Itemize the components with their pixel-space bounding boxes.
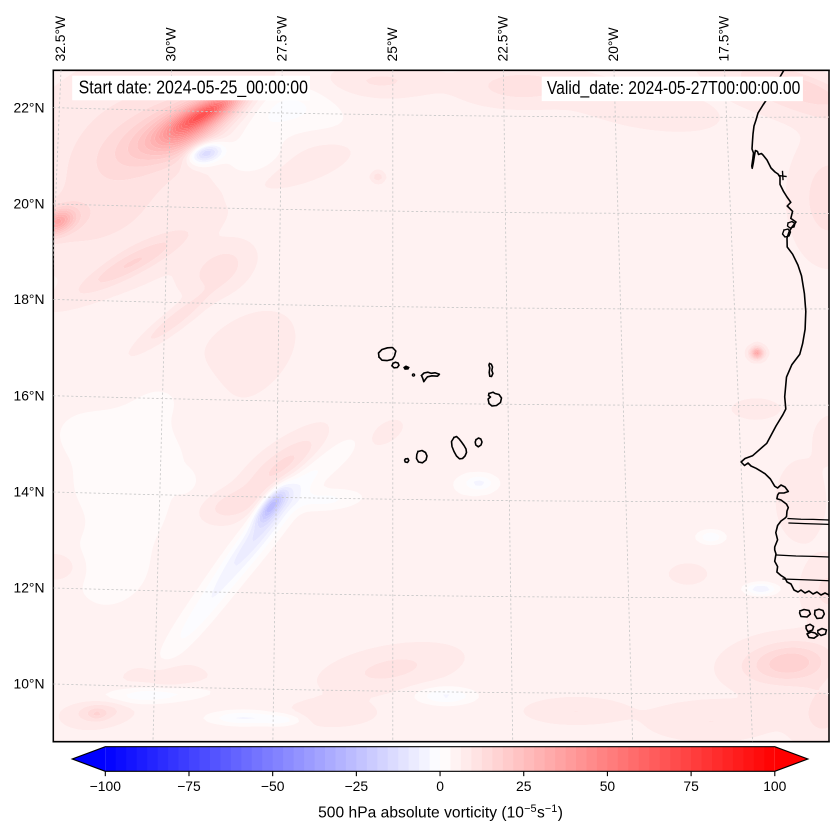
svg-text:22.5°W: 22.5°W bbox=[494, 15, 510, 62]
svg-text:10°N: 10°N bbox=[13, 676, 44, 692]
svg-text:25: 25 bbox=[516, 778, 532, 794]
svg-text:25°W: 25°W bbox=[384, 27, 400, 62]
svg-text:0: 0 bbox=[436, 778, 444, 794]
svg-text:−25: −25 bbox=[345, 778, 369, 794]
svg-text:5 0 0: 5 0 0 h P a a b s o l u t e v o r t i c bbox=[318, 792, 569, 823]
svg-text:27.5°W: 27.5°W bbox=[273, 15, 289, 62]
svg-text:−75: −75 bbox=[177, 778, 201, 794]
svg-text:50: 50 bbox=[600, 778, 616, 794]
svg-text:22°N: 22°N bbox=[13, 99, 44, 115]
svg-text:30°W: 30°W bbox=[163, 27, 179, 62]
svg-text:17.5°W: 17.5°W bbox=[716, 15, 732, 62]
svg-text:18°N: 18°N bbox=[13, 291, 44, 307]
svg-text:−100: −100 bbox=[90, 778, 122, 794]
svg-text:20°W: 20°W bbox=[605, 27, 621, 62]
svg-text:12°N: 12°N bbox=[13, 580, 44, 596]
svg-text:14°N: 14°N bbox=[13, 484, 44, 500]
svg-text:32.5°W: 32.5°W bbox=[52, 15, 68, 62]
svg-text:−50: −50 bbox=[261, 778, 285, 794]
svg-text:Valid_date: 2024-05-27T00:00:0: Valid_date: 2024-05-27T00:00:00.00 bbox=[547, 78, 800, 99]
svg-text:Start date: 2024-05-25_00:00:0: Start date: 2024-05-25_00:00:00 bbox=[79, 77, 308, 98]
svg-text:20°N: 20°N bbox=[13, 196, 44, 212]
svg-text:16°N: 16°N bbox=[13, 387, 44, 403]
svg-text:75: 75 bbox=[683, 778, 699, 794]
svg-text:100: 100 bbox=[763, 778, 786, 794]
